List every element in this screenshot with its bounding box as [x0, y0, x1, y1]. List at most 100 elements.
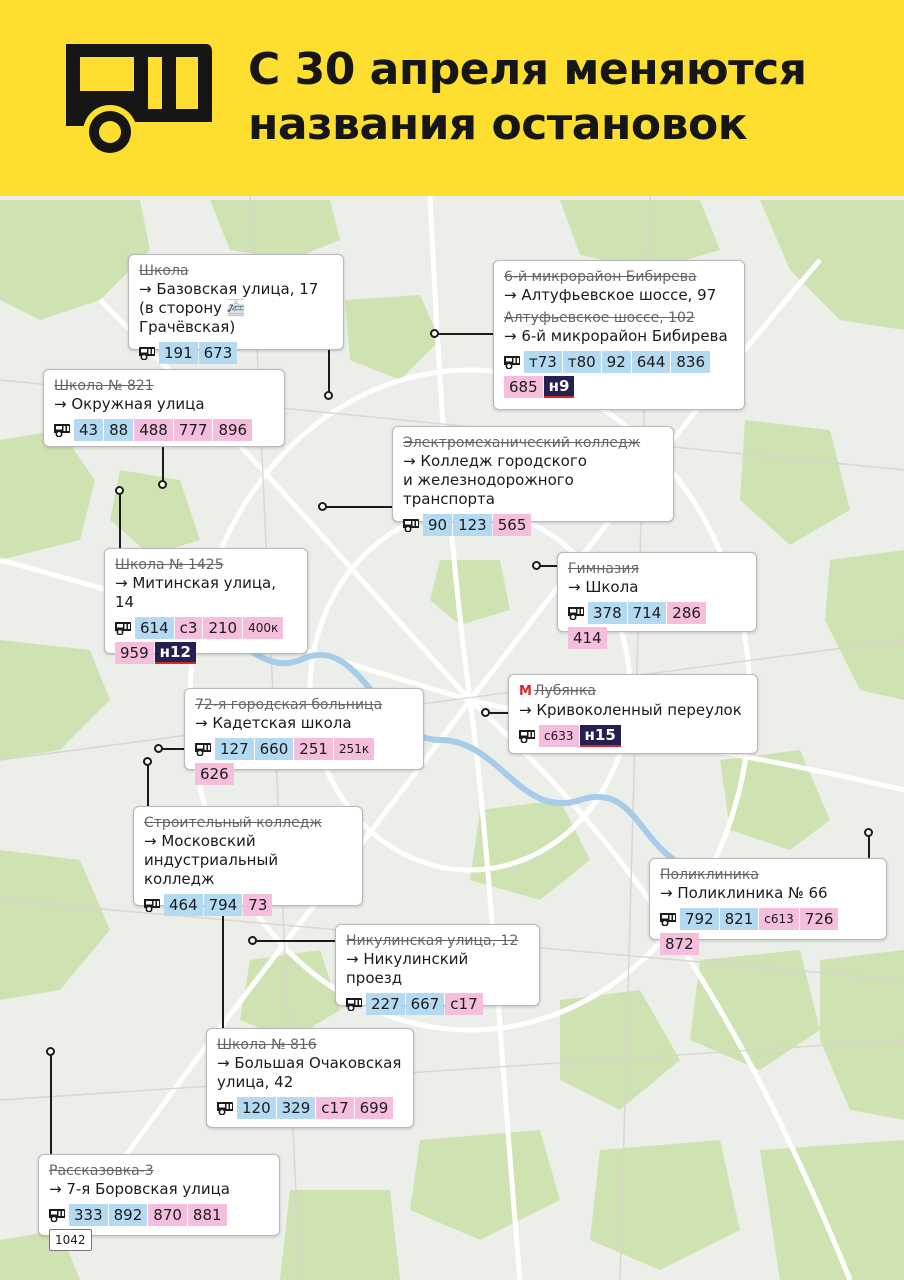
route-badge: 333 — [69, 1204, 108, 1226]
city-map — [0, 196, 904, 1280]
old-stop-name: Гимназия — [568, 561, 639, 577]
old-stop-name: M Лубянка — [519, 682, 747, 701]
route-badge: 565 — [492, 514, 532, 536]
route-badge: 210 — [203, 617, 243, 639]
route-badge: 378 — [588, 602, 627, 624]
route-badge: 227 — [366, 993, 405, 1015]
bus-icon — [403, 518, 419, 532]
stop-marker — [481, 708, 490, 717]
route-list: 614 с3 210 400к 959 н12 — [115, 617, 297, 664]
header-banner: С 30 апреля меняются названия остановок — [0, 0, 904, 196]
route-badge: 1042 — [49, 1229, 92, 1251]
metro-icon: M — [519, 684, 532, 699]
route-badge: 959 — [115, 642, 154, 664]
stop-card-okruzhnaya: Школа № 821 → Окружная улица 43 88 488 777 8… — [43, 369, 285, 447]
route-badge: 286 — [667, 602, 706, 624]
route-badge: 870 — [148, 1204, 187, 1226]
route-badge: 464 — [164, 894, 203, 916]
connector-line — [868, 834, 870, 858]
route-badge: 414 — [568, 627, 607, 649]
bus-icon — [568, 606, 584, 620]
connector-line — [119, 492, 121, 550]
route-badge: 488 — [134, 419, 173, 441]
route-badge: 714 — [627, 602, 667, 624]
route-badge: т73 — [524, 351, 562, 373]
stop-card-college-transport: Электромеханический колледж → Колледж го… — [392, 426, 674, 536]
route-list: 792 821 с613 726 872 — [660, 908, 876, 955]
route-badge: 73 — [243, 894, 273, 916]
route-badge: 644 — [631, 351, 671, 373]
route-badge: 251 — [294, 738, 333, 760]
bus-icon — [144, 898, 160, 912]
route-badge: 896 — [213, 419, 253, 441]
old-stop-name-text: Лубянка — [533, 683, 596, 699]
bus-icon — [139, 346, 155, 360]
route-badge: с3 — [174, 617, 203, 639]
route-list: 120 329 с17 699 — [217, 1097, 403, 1119]
old-stop-name: Рассказовка-3 — [49, 1163, 154, 1179]
route-list: с633 н15 — [519, 725, 747, 747]
route-badge: 872 — [660, 933, 699, 955]
connector-line — [162, 447, 164, 482]
page-title: С 30 апреля меняются названия остановок — [248, 42, 807, 152]
old-stop-name: Строительный колледж — [144, 815, 323, 831]
stop-marker — [46, 1047, 55, 1056]
new-stop-name: → Митинская улица, 14 — [115, 574, 276, 611]
stop-card-nikulinsky: Никулинская улица, 12 → Никулинский прое… — [335, 924, 540, 1015]
route-badge: с17 — [316, 1097, 354, 1119]
stop-marker — [324, 391, 333, 400]
bus-icon — [54, 423, 70, 437]
bus-icon — [195, 742, 211, 756]
route-list: 127 660 251 251к 626 — [195, 738, 413, 785]
bus-icon — [217, 1101, 233, 1115]
stop-card-mitinskaya: Школа № 1425 → Митинская улица, 14 614 с3… — [104, 548, 308, 664]
connector-line — [487, 712, 509, 714]
stop-card-krivokolenny: M Лубянка → Кривоколенный переулок с633 н1… — [508, 674, 758, 754]
connector-line — [438, 333, 494, 335]
route-list: 464 794 73 — [144, 894, 352, 916]
new-stop-name: → Кадетская школа — [195, 714, 352, 732]
title-line-2: названия остановок — [248, 99, 748, 150]
stop-marker — [864, 828, 873, 837]
route-badge: н12 — [154, 642, 196, 664]
route-badge: 660 — [254, 738, 294, 760]
new-stop-name: → Школа — [568, 578, 639, 596]
route-badge: 127 — [215, 738, 254, 760]
new-stop-name: → Базовская улица, 17 (в сторону 🚈 Грачё… — [139, 280, 319, 336]
route-badge: 251к — [333, 738, 375, 760]
old-stop-name: Поликлиника — [660, 867, 759, 883]
route-badge: т80 — [562, 351, 601, 373]
route-badge: н15 — [579, 725, 621, 747]
stop-card-borovskaya: Рассказовка-3 → 7-я Боровская улица 333 8… — [38, 1154, 280, 1251]
route-badge: с613 — [759, 908, 799, 930]
connector-line — [222, 905, 224, 1030]
route-badge: 120 — [237, 1097, 276, 1119]
connector-line — [147, 762, 149, 806]
bus-icon — [66, 44, 212, 159]
connector-line — [162, 748, 186, 750]
old-stop-name: 72-я городская больница — [195, 697, 383, 713]
stop-card-kadetskaya: 72-я городская больница → Кадетская школ… — [184, 688, 424, 785]
stop-card-bibirevo: 6-й микрорайон Бибирева → Алтуфьевское ш… — [493, 260, 745, 410]
stop-marker — [154, 744, 163, 753]
stop-card-shkola: Гимназия → Школа 378 714 286 414 — [557, 552, 757, 649]
new-stop-name: → Московский индустриальный колледж — [144, 832, 279, 888]
route-badge: 329 — [276, 1097, 316, 1119]
route-list: 333 892 870 881 1042 — [49, 1204, 269, 1251]
route-badge: 626 — [195, 763, 234, 785]
bus-icon — [115, 621, 131, 635]
route-list: 378 714 286 414 — [568, 602, 746, 649]
old-stop-name-2: Алтуфьевское шоссе, 102 — [504, 310, 695, 326]
route-badge: 726 — [799, 908, 839, 930]
route-badge: 667 — [405, 993, 445, 1015]
old-stop-name: 6-й микрорайон Бибирева — [504, 269, 697, 285]
route-badge: н9 — [543, 376, 575, 398]
route-badge: 892 — [108, 1204, 148, 1226]
route-badge: 792 — [680, 908, 719, 930]
route-badge: 794 — [203, 894, 243, 916]
route-badge: с17 — [445, 993, 483, 1015]
stop-card-bazovskaya: Школа → Базовская улица, 17 (в сторону 🚈… — [128, 254, 344, 364]
route-list: 43 88 488 777 896 — [54, 419, 274, 441]
route-badge: 191 — [159, 342, 198, 364]
old-stop-name: Школа № 821 — [54, 378, 154, 394]
